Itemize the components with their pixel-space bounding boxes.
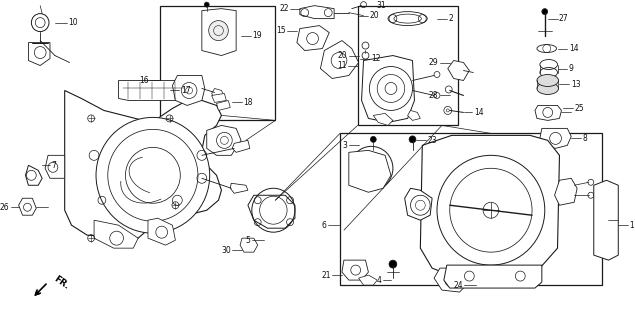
- Polygon shape: [45, 155, 65, 178]
- Polygon shape: [444, 265, 542, 288]
- Text: 19: 19: [252, 31, 262, 40]
- Bar: [160, 6, 276, 120]
- Text: 17: 17: [181, 86, 190, 95]
- Polygon shape: [65, 91, 222, 238]
- Polygon shape: [18, 198, 36, 215]
- Polygon shape: [231, 183, 248, 193]
- Bar: [358, 6, 458, 125]
- Text: 6: 6: [322, 221, 327, 230]
- Circle shape: [350, 146, 393, 190]
- Text: 5: 5: [246, 236, 250, 245]
- Circle shape: [96, 117, 210, 233]
- Polygon shape: [211, 93, 226, 102]
- Text: 20: 20: [338, 51, 347, 60]
- Ellipse shape: [537, 83, 559, 94]
- Text: 27: 27: [559, 14, 568, 23]
- Polygon shape: [202, 9, 236, 56]
- Polygon shape: [211, 88, 224, 99]
- Text: 13: 13: [571, 80, 580, 89]
- Text: 14: 14: [474, 108, 483, 117]
- Text: 7: 7: [51, 161, 57, 170]
- Text: 21: 21: [321, 271, 331, 280]
- Polygon shape: [408, 110, 420, 120]
- Polygon shape: [217, 100, 231, 110]
- Text: 10: 10: [68, 18, 77, 27]
- Text: 31: 31: [377, 1, 386, 10]
- Circle shape: [409, 136, 416, 143]
- Bar: [340, 133, 601, 285]
- Text: 25: 25: [575, 104, 584, 113]
- Polygon shape: [404, 188, 432, 220]
- Circle shape: [370, 136, 377, 142]
- Text: 22: 22: [279, 4, 288, 13]
- Polygon shape: [207, 125, 241, 155]
- Text: 29: 29: [429, 58, 439, 67]
- Text: 1: 1: [629, 221, 634, 230]
- Polygon shape: [248, 195, 295, 228]
- Polygon shape: [240, 238, 258, 252]
- Polygon shape: [94, 220, 138, 248]
- Polygon shape: [349, 150, 391, 192]
- Text: 14: 14: [569, 44, 578, 53]
- Text: 18: 18: [243, 98, 253, 107]
- Polygon shape: [148, 218, 175, 245]
- Polygon shape: [420, 135, 559, 275]
- Text: 24: 24: [453, 281, 463, 290]
- Text: 9: 9: [569, 64, 573, 73]
- FancyArrowPatch shape: [34, 284, 46, 296]
- Text: 30: 30: [221, 246, 231, 255]
- Text: 2: 2: [448, 14, 453, 23]
- Polygon shape: [321, 41, 359, 78]
- Text: FR.: FR.: [52, 275, 70, 292]
- Polygon shape: [25, 165, 42, 185]
- Polygon shape: [29, 43, 50, 66]
- Text: 12: 12: [371, 54, 380, 63]
- Circle shape: [204, 2, 209, 7]
- Ellipse shape: [537, 75, 559, 86]
- Polygon shape: [300, 6, 334, 19]
- Polygon shape: [594, 180, 618, 260]
- Polygon shape: [373, 113, 393, 125]
- Text: 15: 15: [276, 26, 286, 35]
- Text: 16: 16: [139, 76, 149, 85]
- Polygon shape: [448, 60, 469, 81]
- Text: 20: 20: [370, 11, 380, 20]
- Polygon shape: [361, 56, 415, 123]
- Polygon shape: [554, 178, 577, 205]
- Polygon shape: [359, 275, 377, 285]
- Text: 26: 26: [0, 203, 10, 212]
- Polygon shape: [535, 105, 561, 120]
- Polygon shape: [342, 260, 368, 280]
- Polygon shape: [232, 140, 250, 152]
- Text: 4: 4: [377, 276, 382, 284]
- Text: 23: 23: [428, 136, 438, 145]
- Text: 11: 11: [337, 61, 346, 70]
- Circle shape: [542, 9, 548, 15]
- Polygon shape: [119, 81, 192, 100]
- Text: 3: 3: [342, 141, 347, 150]
- Circle shape: [31, 14, 49, 32]
- Text: 8: 8: [582, 134, 587, 143]
- Circle shape: [209, 20, 229, 41]
- Text: 28: 28: [429, 91, 439, 100]
- Polygon shape: [540, 128, 572, 148]
- Polygon shape: [297, 26, 329, 51]
- Polygon shape: [173, 76, 205, 105]
- Circle shape: [389, 260, 397, 268]
- Polygon shape: [434, 268, 469, 292]
